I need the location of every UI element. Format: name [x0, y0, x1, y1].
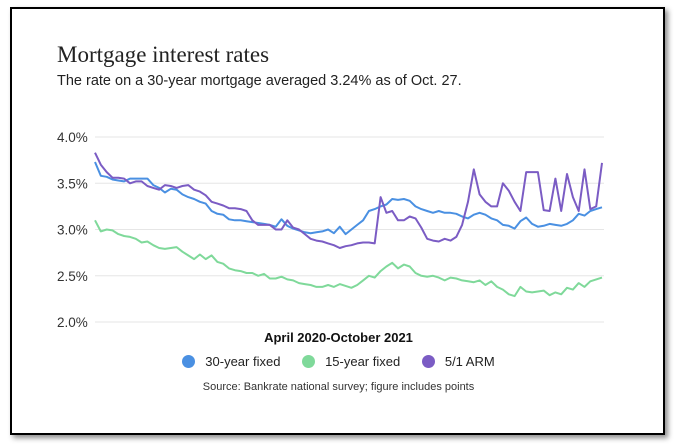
gridlines — [95, 136, 604, 323]
legend-swatch-5-1-arm — [421, 355, 435, 368]
x-axis-label: April 2020-October 2021 — [264, 330, 413, 345]
y-axis-tick-labels: 4.0% 3.5% 3.0% 2.5% 2.0% — [57, 130, 88, 330]
chart-frame — [10, 7, 665, 435]
series-line-5-1-arm — [94, 152, 603, 249]
series-line-15-year-fixed — [94, 219, 603, 298]
series-lines — [94, 152, 603, 298]
y-tick-label: 3.5% — [57, 176, 88, 191]
y-tick-label: 3.0% — [57, 223, 88, 238]
legend-label-30-year-fixed: 30-year fixed — [205, 354, 281, 369]
legend-item-15-year-fixed: 15-year fixed — [302, 354, 400, 369]
legend: 30-year fixed 15-year fixed 5/1 ARM — [0, 354, 677, 371]
y-tick-label: 2.5% — [57, 269, 88, 284]
legend-item-5-1-arm: 5/1 ARM — [421, 354, 495, 369]
series-line-30-year-fixed — [94, 161, 603, 236]
chart-subtitle: The rate on a 30-year mortgage averaged … — [57, 73, 462, 89]
y-tick-label: 4.0% — [57, 130, 88, 145]
source-note: Source: Bankrate national survey; figure… — [202, 381, 475, 393]
legend-item-30-year-fixed: 30-year fixed — [182, 354, 280, 369]
legend-label-15-year-fixed: 15-year fixed — [325, 354, 401, 369]
y-tick-label: 2.0% — [57, 315, 88, 330]
legend-swatch-15-year-fixed — [302, 355, 316, 368]
chart-title: Mortgage interest rates — [57, 42, 270, 67]
legend-swatch-30-year-fixed — [182, 355, 196, 368]
legend-label-5-1-arm: 5/1 ARM — [444, 354, 495, 369]
